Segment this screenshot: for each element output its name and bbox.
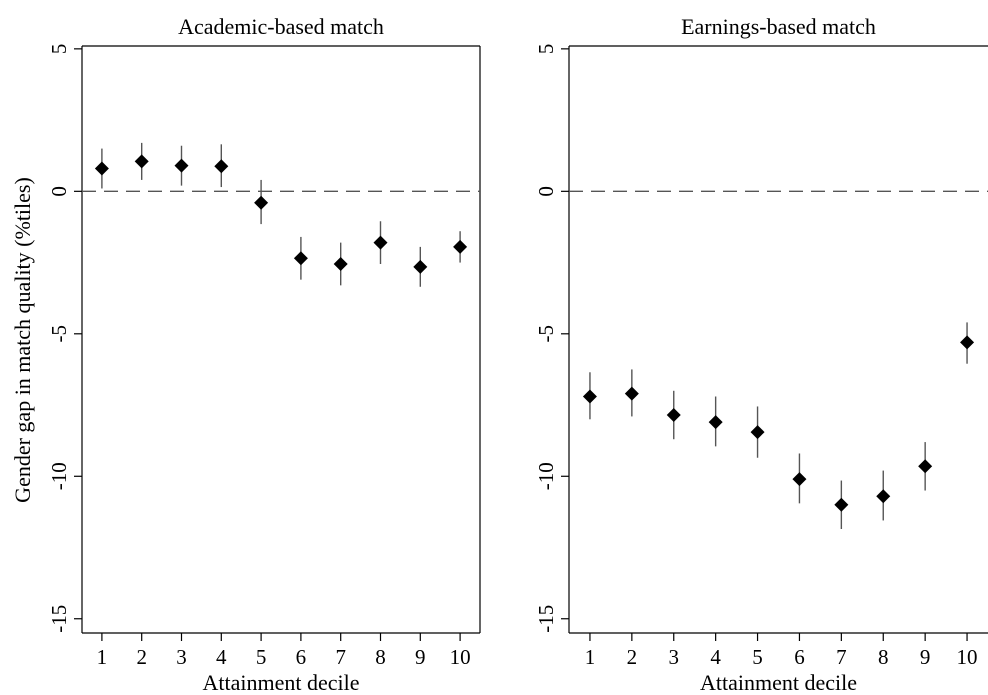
left-panel-x-tick-label: 5 — [256, 645, 267, 669]
right-panel-x-tick-label: 6 — [794, 645, 805, 669]
right-panel-point — [876, 489, 891, 504]
left-panel-point — [134, 154, 149, 169]
left-panel-x-axis-label: Attainment decile — [203, 670, 360, 695]
left-panel-point — [413, 259, 428, 274]
right-panel-x-tick-label: 5 — [752, 645, 763, 669]
y-axis-label: Gender gap in match quality (%tiles) — [10, 177, 35, 503]
left-panel-x-tick-label: 10 — [450, 645, 471, 669]
right-panel-x-tick-label: 3 — [669, 645, 680, 669]
left-panel-point — [254, 195, 269, 210]
left-panel-x-tick-label: 8 — [375, 645, 386, 669]
right-panel-point — [960, 335, 975, 350]
right-panel-x-tick-label: 9 — [920, 645, 931, 669]
left-panel-point — [94, 161, 109, 176]
left-panel-point — [174, 158, 189, 173]
left-panel-x-tick-label: 7 — [335, 645, 346, 669]
right-panel-y-tick-label: -10 — [534, 462, 558, 490]
right-panel-x-tick-label: 4 — [710, 645, 721, 669]
left-panel-point — [453, 239, 468, 254]
left-panel-x-tick-label: 6 — [296, 645, 307, 669]
left-panel-x-tick-label: 9 — [415, 645, 426, 669]
left-panel-point — [373, 235, 388, 250]
right-panel-point — [666, 408, 681, 423]
left-panel-y-tick-label: -15 — [47, 605, 71, 633]
left-panel-x-tick-label: 3 — [176, 645, 187, 669]
left-panel-y-tick-label: -5 — [47, 325, 71, 343]
right-panel-x-tick-label: 7 — [836, 645, 847, 669]
right-panel-point — [708, 415, 723, 430]
right-panel-point — [750, 425, 765, 440]
right-panel-point — [792, 472, 807, 487]
left-panel-y-tick-label: 5 — [47, 44, 71, 55]
left-panel-x-tick-label: 1 — [97, 645, 108, 669]
right-panel-x-tick-label: 1 — [585, 645, 596, 669]
left-panel-point — [293, 251, 308, 266]
right-panel-y-tick-label: 0 — [534, 186, 558, 197]
right-panel-point — [834, 497, 849, 512]
right-panel-point — [582, 389, 597, 404]
left-panel-y-tick-label: -10 — [47, 462, 71, 490]
left-panel-y-tick-label: 0 — [47, 186, 71, 197]
left-panel-x-tick-label: 4 — [216, 645, 227, 669]
right-panel-y-tick-label: -5 — [534, 325, 558, 343]
right-panel-y-tick-label: 5 — [534, 44, 558, 55]
right-panel-x-axis-label: Attainment decile — [700, 670, 857, 695]
left-panel-title: Academic-based match — [178, 14, 384, 39]
right-panel-x-tick-label: 2 — [627, 645, 638, 669]
right-panel-y-tick-label: -15 — [534, 605, 558, 633]
left-panel-point — [214, 159, 229, 174]
right-panel-point — [918, 459, 933, 474]
right-panel-point — [624, 386, 639, 401]
left-panel-x-tick-label: 2 — [136, 645, 147, 669]
right-panel-x-tick-label: 10 — [957, 645, 978, 669]
right-panel-title: Earnings-based match — [681, 14, 876, 39]
right-panel-x-tick-label: 8 — [878, 645, 889, 669]
left-panel-point — [333, 256, 348, 271]
